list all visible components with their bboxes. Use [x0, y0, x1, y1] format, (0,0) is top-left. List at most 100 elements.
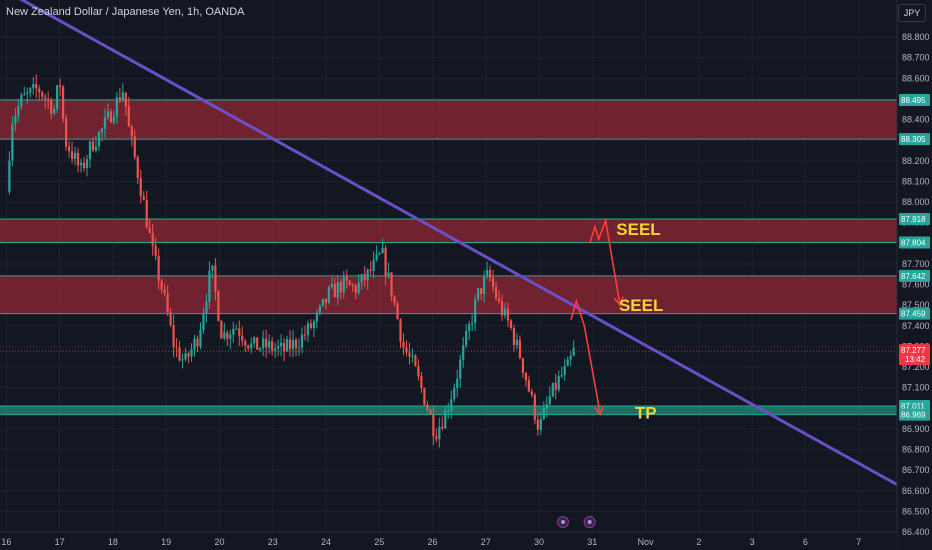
currency-button[interactable]: JPY [898, 4, 926, 22]
candle [121, 83, 124, 102]
candle-body [339, 281, 342, 293]
grid-lines [0, 0, 897, 533]
candle [327, 285, 330, 305]
candle [70, 141, 74, 164]
candle [229, 329, 232, 350]
zone-red-0 [0, 100, 897, 140]
candle [274, 342, 277, 358]
y-tick-label: 87.600 [902, 280, 930, 290]
time-axis[interactable]: 16 17 18 19 20 23 24 25 26 27 30 31 Nov 2 3 6 7 [0, 531, 897, 550]
candle-body [178, 347, 181, 361]
candle-body [112, 116, 115, 123]
candle-body [456, 379, 459, 389]
candle-body [447, 410, 450, 412]
candle [202, 307, 205, 335]
x-tick-label: 25 [374, 537, 384, 547]
candle-body [17, 105, 20, 116]
candle [35, 74, 38, 98]
candle-body [512, 328, 516, 346]
candle-body [196, 338, 199, 347]
candle [244, 338, 247, 352]
x-tick-label: 3 [750, 537, 755, 547]
candle-body [205, 301, 208, 314]
candle [378, 251, 381, 256]
candle [91, 137, 95, 152]
candle [163, 283, 166, 297]
candle-body [109, 111, 112, 123]
zone-price-badge [899, 269, 930, 282]
candle-body [506, 308, 510, 321]
candle-body [566, 359, 569, 366]
annotation-label-seel-0[interactable]: SEEL [616, 220, 660, 239]
candle-body [345, 276, 348, 281]
candle-body [44, 96, 47, 99]
candle-body [223, 332, 226, 339]
candle-body [530, 391, 533, 395]
candle [217, 289, 220, 322]
candle [178, 341, 181, 362]
candle [169, 308, 172, 327]
candle-body [124, 92, 127, 107]
candle [184, 348, 187, 362]
candle [85, 155, 89, 177]
candle-body [276, 346, 280, 349]
candle [411, 348, 414, 363]
y-tick-label: 86.400 [902, 527, 930, 537]
candle-body [70, 151, 74, 159]
candle [354, 283, 357, 300]
trendline[interactable] [0, 0, 898, 486]
candle [459, 354, 462, 388]
candle [193, 334, 196, 357]
candle-body [232, 328, 235, 335]
candle [441, 416, 444, 431]
candle-body [244, 341, 247, 346]
candle-body [121, 92, 124, 101]
candle-body [148, 227, 151, 233]
annotation-label-tp-2[interactable]: TP [635, 403, 657, 422]
candle-body [8, 160, 11, 192]
projection-path[interactable] [588, 217, 621, 306]
candle [309, 319, 313, 330]
candle-body [414, 355, 417, 366]
candle-body [220, 320, 223, 339]
candle [100, 127, 104, 142]
candle [160, 278, 163, 294]
earnings-event-icon-dot [587, 520, 592, 524]
annotation-label-seel-1[interactable]: SEEL [619, 296, 663, 315]
candle-body [130, 126, 133, 137]
candle-body [97, 131, 101, 147]
candle-body [539, 419, 542, 430]
y-tick-label: 87.100 [902, 383, 930, 393]
candle [220, 319, 223, 339]
candle-body [521, 358, 525, 373]
candle [232, 321, 235, 343]
candle-body [494, 286, 498, 299]
candle [268, 334, 271, 354]
candle-body [551, 382, 554, 397]
zone-price-label: 88.495 [901, 96, 926, 105]
zone-price-label: 87.642 [901, 272, 926, 281]
candle-body [393, 296, 396, 304]
candle [393, 295, 396, 307]
candle-body [497, 298, 501, 302]
candle-body [265, 338, 268, 348]
candle-body [309, 323, 313, 329]
projection-path[interactable] [570, 298, 602, 415]
candle-body [444, 410, 447, 429]
candle-body [50, 100, 53, 114]
x-tick-label: 30 [534, 537, 544, 547]
candle [41, 90, 44, 100]
zone-price-label: 87.804 [901, 238, 926, 247]
candle [196, 335, 199, 352]
zone-price-label: 86.969 [901, 411, 926, 420]
candle [62, 85, 65, 123]
candle-body [330, 284, 333, 288]
x-tick-label: 27 [481, 537, 491, 547]
candle [539, 410, 542, 435]
price-axis[interactable]: 86.400 86.500 86.600 86.700 86.800 86.900 87.0… [896, 0, 932, 550]
candle-body [518, 339, 522, 359]
candle [124, 92, 127, 116]
candle [11, 116, 14, 167]
